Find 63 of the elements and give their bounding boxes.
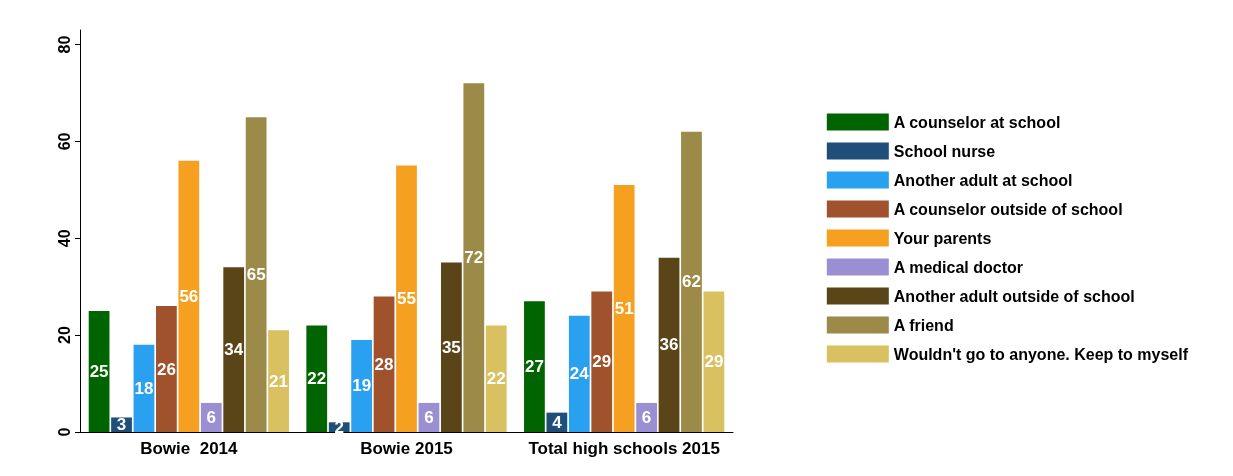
bar xyxy=(440,262,462,432)
legend-label: Another adult at school xyxy=(893,171,1073,189)
data-label: 56 xyxy=(179,286,199,306)
bar xyxy=(463,83,485,432)
legend-label: A medical doctor xyxy=(893,258,1024,276)
data-label: 6 xyxy=(424,407,434,427)
data-label: 29 xyxy=(704,352,724,372)
bar xyxy=(703,291,725,432)
data-label: 6 xyxy=(641,407,652,427)
bar xyxy=(485,325,507,432)
data-label: 24 xyxy=(569,364,590,384)
data-label: 72 xyxy=(464,248,484,268)
data-label: 18 xyxy=(134,378,154,398)
data-label: 26 xyxy=(156,359,176,379)
data-label: 4 xyxy=(552,412,563,432)
bar xyxy=(351,339,373,432)
x-tick-label: Bowie 2014 xyxy=(140,439,239,458)
data-label: 22 xyxy=(307,369,327,389)
data-label: 3 xyxy=(116,415,127,435)
legend-label: A counselor outside of school xyxy=(893,200,1123,218)
bar xyxy=(306,325,328,432)
legend-label: A counselor at school xyxy=(893,113,1061,131)
legend-label: School nurse xyxy=(893,142,996,160)
bar xyxy=(88,310,110,432)
bar xyxy=(591,291,613,432)
bar xyxy=(373,296,395,432)
y-tick-label: 20 xyxy=(55,326,73,345)
data-label: 29 xyxy=(592,352,612,372)
y-tick-label: 80 xyxy=(55,35,73,54)
data-label: 62 xyxy=(682,272,701,292)
bar xyxy=(681,131,702,432)
legend-label: A friend xyxy=(893,316,954,334)
x-tick-label: Total high schools 2015 xyxy=(528,439,720,458)
data-label: 35 xyxy=(441,337,461,357)
data-label: 51 xyxy=(614,298,634,318)
y-tick-label: 60 xyxy=(55,132,73,151)
legend-label: Another adult outside of school xyxy=(893,287,1135,305)
y-tick-label: 40 xyxy=(55,229,73,248)
data-label: 22 xyxy=(486,369,506,389)
bar xyxy=(524,301,545,432)
data-label: 34 xyxy=(224,340,244,360)
data-label: 21 xyxy=(269,371,289,391)
bar xyxy=(156,306,177,432)
bar xyxy=(568,315,590,432)
legend-label: Your parents xyxy=(893,229,992,247)
bar xyxy=(613,184,635,432)
bar xyxy=(178,160,200,432)
data-label: 25 xyxy=(89,361,109,381)
bar xyxy=(396,165,417,432)
data-label: 65 xyxy=(246,265,266,285)
bar xyxy=(658,257,680,432)
data-label: 55 xyxy=(397,289,416,309)
x-tick-label: Bowie 2015 xyxy=(360,439,453,458)
data-label: 36 xyxy=(659,335,679,355)
bar xyxy=(245,117,267,432)
bar xyxy=(268,330,289,432)
bar xyxy=(223,267,245,432)
data-label: 28 xyxy=(374,354,394,374)
data-label: 27 xyxy=(524,357,544,377)
data-label: 6 xyxy=(206,407,216,427)
data-label: 19 xyxy=(352,376,372,396)
legend-label: Wouldn't go to anyone. Keep to myself xyxy=(893,345,1189,363)
y-tick-label: 0 xyxy=(55,427,73,437)
